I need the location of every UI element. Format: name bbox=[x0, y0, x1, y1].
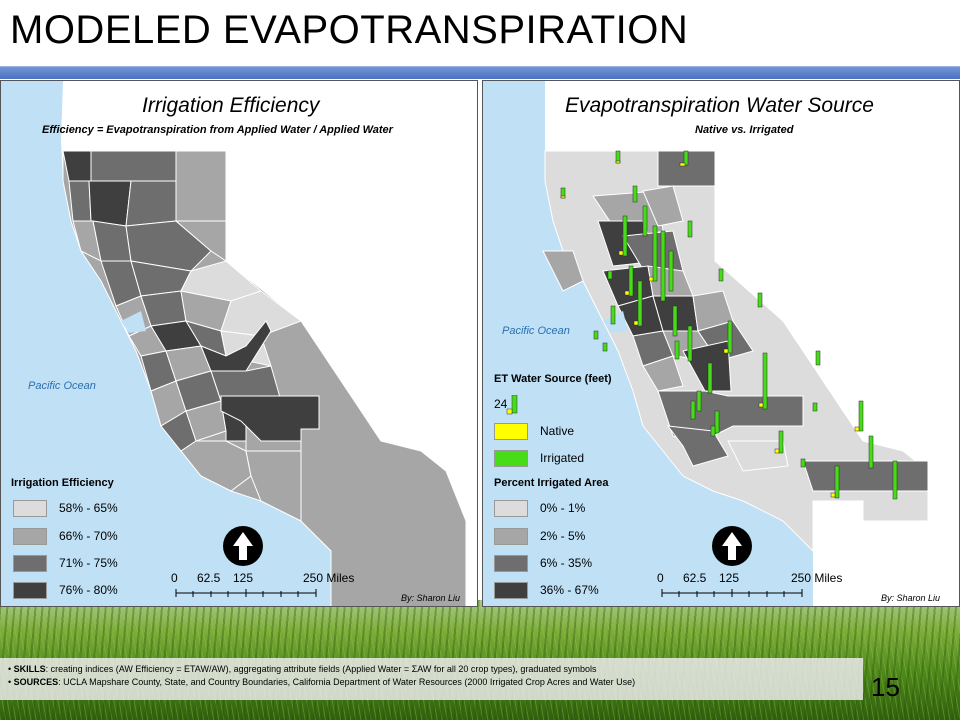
legend-label: 2% - 5% bbox=[540, 529, 586, 543]
scale-line bbox=[661, 589, 803, 597]
county bbox=[642, 185, 684, 227]
county bbox=[90, 150, 177, 182]
legend-label: 71% - 75% bbox=[59, 556, 118, 570]
scale-tick: 62.5 bbox=[197, 571, 221, 585]
irrigated-swatch bbox=[494, 449, 528, 467]
footer-notes: • SKILLS: creating indices (AW Efficienc… bbox=[0, 658, 863, 700]
county bbox=[727, 440, 789, 472]
page-number: 15 bbox=[871, 672, 900, 702]
area-legend-item: 2% - 5% bbox=[494, 527, 585, 545]
right-ocean-label: Pacific Ocean bbox=[502, 325, 570, 337]
legend-swatch bbox=[13, 581, 47, 599]
county bbox=[245, 450, 302, 522]
legend-swatch bbox=[494, 499, 528, 517]
scale-tick: 125 bbox=[719, 571, 740, 585]
symbol-swatch bbox=[506, 395, 518, 415]
legend-swatch bbox=[494, 527, 528, 545]
county bbox=[210, 365, 282, 402]
left-legend-item: 58% - 65% bbox=[13, 499, 118, 517]
left-ocean-label: Pacific Ocean bbox=[28, 380, 96, 392]
irrigated-label: Irrigated bbox=[540, 451, 585, 465]
right-scale-bar: 0 62.5 125 250 Miles bbox=[657, 571, 857, 601]
county bbox=[125, 180, 177, 227]
left-legend-item: 76% - 80% bbox=[13, 581, 118, 599]
right-map-graphic bbox=[542, 81, 959, 606]
scale-tick: 125 bbox=[233, 571, 254, 585]
area-legend-title: Percent Irrigated Area bbox=[494, 477, 609, 489]
skills-line: • SKILLS: creating indices (AW Efficienc… bbox=[8, 664, 597, 674]
area-legend-item: 0% - 1% bbox=[494, 499, 585, 517]
irrigation-efficiency-map: Irrigation Efficiency Efficiency = Evapo… bbox=[0, 80, 478, 607]
skills-label: SKILLS bbox=[13, 664, 46, 674]
county bbox=[220, 395, 320, 442]
bay-area bbox=[121, 311, 146, 333]
left-map-title: Irrigation Efficiency bbox=[142, 94, 320, 117]
sources-text: : UCLA Mapshare County, State, and Count… bbox=[58, 677, 636, 687]
area-legend-item: 6% - 35% bbox=[494, 554, 592, 572]
county bbox=[175, 150, 227, 222]
right-byline: By: Sharon Liu bbox=[881, 593, 941, 603]
et-water-source-map: Evapotranspiration Water Source Native v… bbox=[482, 80, 960, 607]
sources-line: • SOURCES: UCLA Mapshare County, State, … bbox=[8, 677, 636, 687]
irrigated-legend-item: Irrigated bbox=[494, 449, 584, 467]
symbol-legend-title: ET Water Source (feet) bbox=[494, 373, 612, 385]
legend-label: 66% - 70% bbox=[59, 529, 118, 543]
left-legend-title: Irrigation Efficiency bbox=[11, 477, 114, 489]
legend-label: 0% - 1% bbox=[540, 501, 586, 515]
legend-label: 76% - 80% bbox=[59, 583, 118, 597]
legend-swatch bbox=[494, 554, 528, 572]
sources-label: SOURCES bbox=[13, 677, 59, 687]
symbol-legend-item: 24 bbox=[494, 395, 518, 415]
county bbox=[542, 250, 584, 292]
native-label: Native bbox=[540, 424, 575, 438]
legend-swatch bbox=[13, 554, 47, 572]
legend-label: 36% - 67% bbox=[540, 583, 599, 597]
right-map-subtitle: Native vs. Irrigated bbox=[695, 124, 794, 136]
bay-area bbox=[603, 311, 628, 333]
county bbox=[682, 340, 732, 392]
county bbox=[642, 355, 684, 392]
scale-tick: 62.5 bbox=[683, 571, 707, 585]
scale-tick: 250 Miles bbox=[791, 571, 843, 585]
nevada bbox=[715, 151, 959, 420]
left-legend-item: 71% - 75% bbox=[13, 554, 118, 572]
scale-tick: 0 bbox=[171, 571, 178, 585]
right-map-title: Evapotranspiration Water Source bbox=[565, 94, 874, 117]
area-legend-item: 36% - 67% bbox=[494, 581, 599, 599]
symbol-value: 24 bbox=[494, 397, 508, 411]
nevada bbox=[226, 151, 477, 420]
county bbox=[180, 440, 252, 492]
legend-swatch bbox=[494, 581, 528, 599]
skills-text: : creating indices (AW Efficiency = ETAW… bbox=[45, 664, 597, 674]
left-map-graphic bbox=[61, 81, 477, 606]
et-symbols bbox=[560, 150, 898, 500]
title-bar bbox=[0, 66, 960, 79]
slide-title: MODELED EVAPOTRANSPIRATION bbox=[10, 8, 689, 52]
scale-tick: 0 bbox=[657, 571, 664, 585]
county bbox=[68, 180, 92, 222]
native-legend-item: Native bbox=[494, 422, 574, 440]
left-map-subtitle: Efficiency = Evapotranspiration from App… bbox=[42, 124, 393, 136]
county bbox=[88, 180, 132, 227]
legend-swatch bbox=[13, 527, 47, 545]
legend-label: 6% - 35% bbox=[540, 556, 593, 570]
graduated-symbols bbox=[560, 150, 898, 500]
north-arrow-icon bbox=[223, 526, 263, 566]
county bbox=[220, 290, 303, 337]
legend-swatch bbox=[13, 499, 47, 517]
left-legend-item: 66% - 70% bbox=[13, 527, 118, 545]
native-swatch bbox=[494, 422, 528, 440]
county bbox=[125, 220, 212, 272]
left-scale-bar: 0 62.5 125 250 Miles bbox=[171, 571, 371, 601]
scale-tick: 250 Miles bbox=[303, 571, 355, 585]
left-byline: By: Sharon Liu bbox=[401, 593, 461, 603]
legend-label: 58% - 65% bbox=[59, 501, 118, 515]
scale-line bbox=[175, 589, 317, 597]
north-arrow-icon bbox=[712, 526, 752, 566]
